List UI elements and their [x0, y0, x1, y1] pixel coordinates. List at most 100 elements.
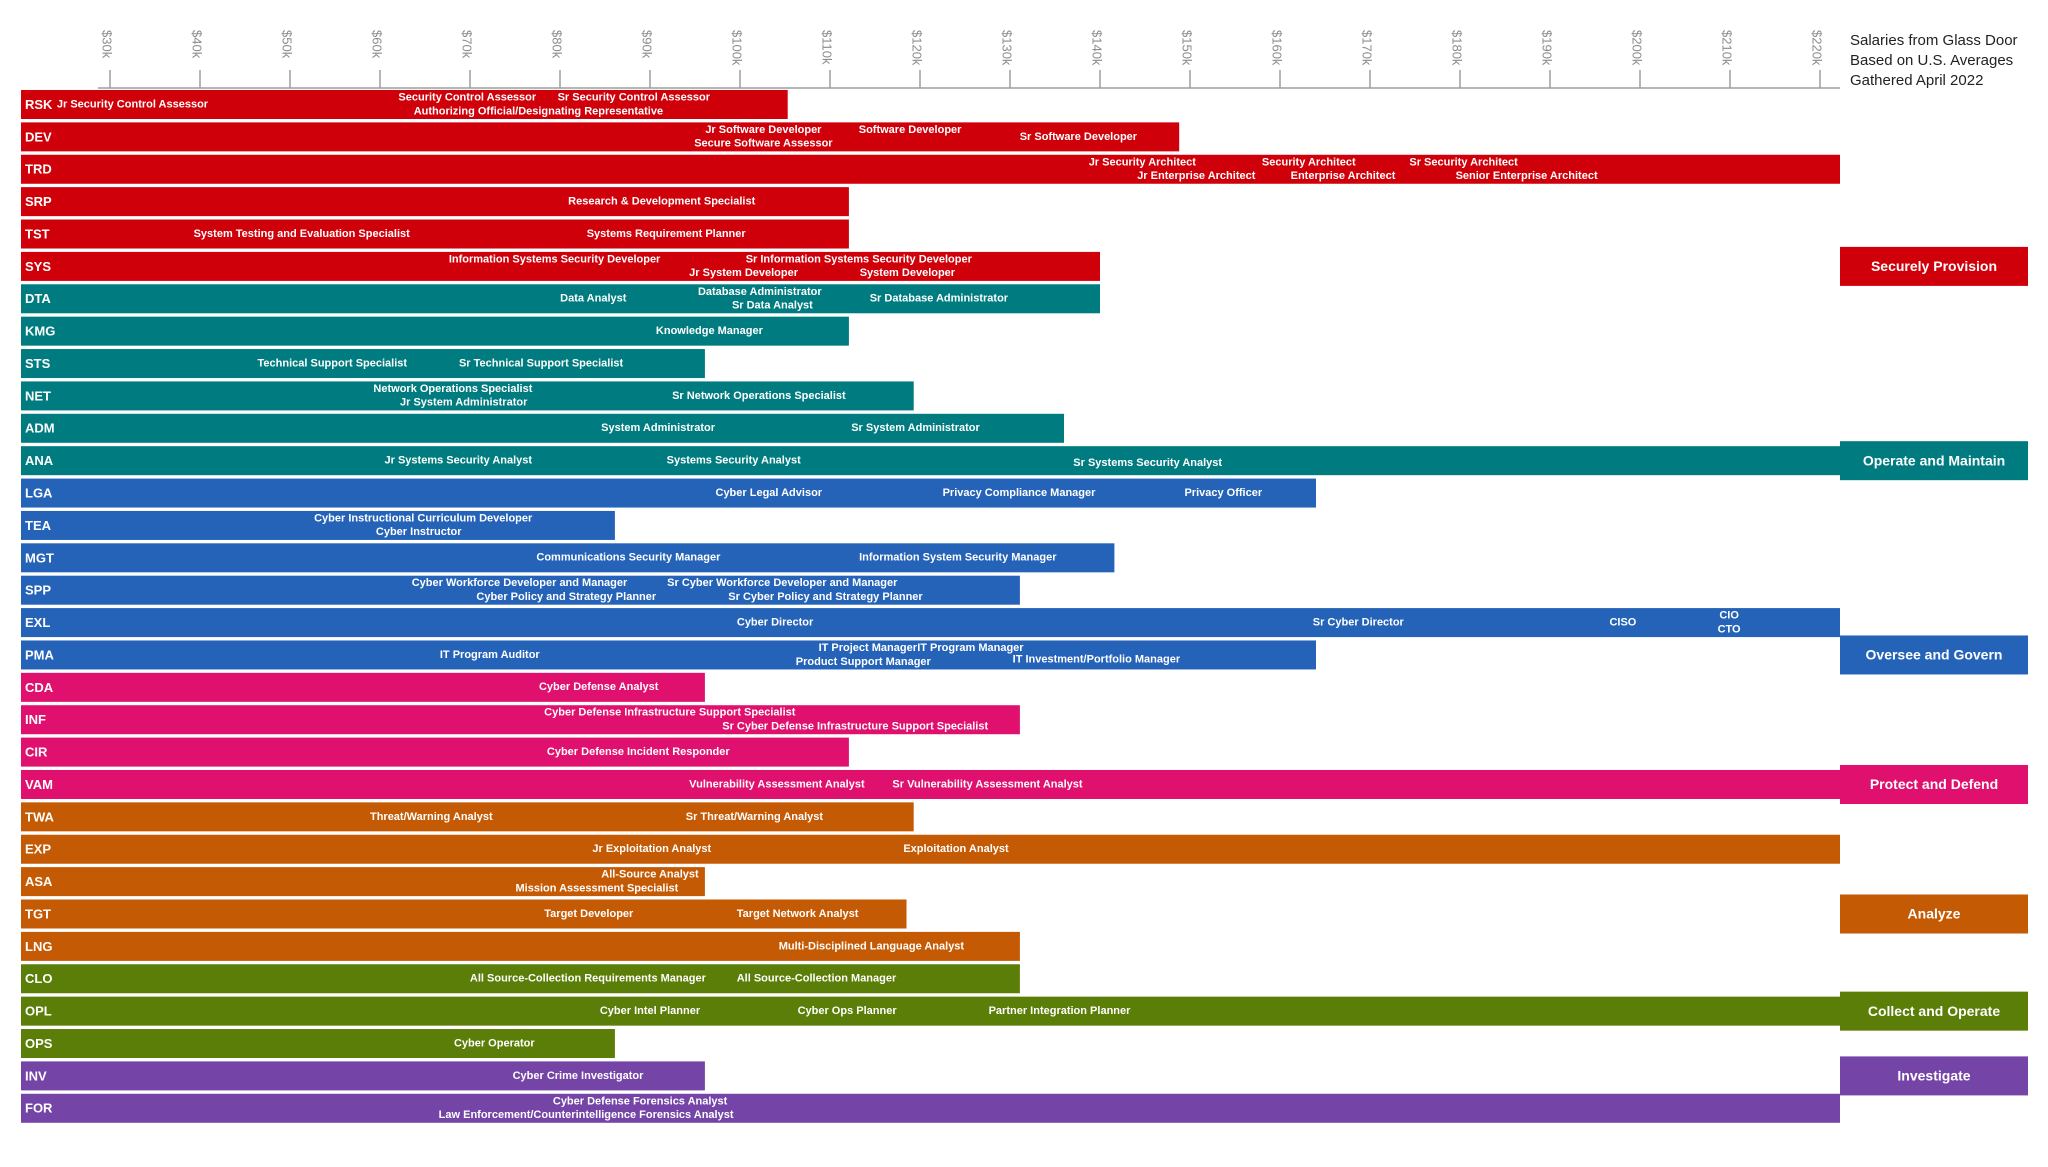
job-title-label: Cyber Defense Infrastructure Support Spe…	[544, 707, 796, 719]
bar	[21, 251, 1100, 281]
job-title-label: Information Systems Security Developer	[449, 253, 661, 265]
job-title-label: CTO	[1718, 623, 1741, 635]
job-title-label: Sr Systems Security Analyst	[1073, 457, 1222, 469]
bar	[21, 834, 1840, 864]
bars-layer: RSK Jr Security Control Assessor Security …	[21, 90, 1840, 1123]
job-title-label: Cyber Defense Analyst	[539, 681, 659, 693]
category-band-label: Investigate	[1897, 1068, 1970, 1084]
job-title-label: Target Network Analyst	[737, 908, 859, 920]
bar	[21, 187, 849, 217]
job-title-label: Jr System Administrator	[400, 397, 528, 409]
bar	[21, 316, 849, 346]
row-dev: DEV Jr Software Developer Software Develop…	[21, 122, 1180, 152]
row-code-label: CIR	[25, 745, 48, 760]
job-title-label: CISO	[1609, 616, 1636, 628]
job-title-label: System Developer	[860, 267, 956, 279]
category-band-box	[1840, 441, 2028, 481]
job-title-label: Sr Vulnerability Assessment Analyst	[892, 778, 1082, 790]
bar	[21, 478, 1316, 508]
job-title-label: Enterprise Architect	[1291, 170, 1396, 182]
row-code-label: NET	[25, 388, 51, 403]
job-title-label: IT Project Manager	[819, 642, 918, 654]
category-band: Securely Provision	[1840, 246, 2028, 286]
row-code-label: CLO	[25, 971, 52, 986]
category-band-label: Protect and Defend	[1870, 776, 1998, 792]
row-code-label: TWA	[25, 809, 54, 824]
row-trd: TRD Jr Security Architect Jr Enterprise Ar…	[21, 154, 1840, 184]
source-note-line-3: Gathered April 2022	[1850, 72, 1984, 89]
row-code-label: INF	[25, 712, 46, 727]
bar	[21, 122, 1180, 152]
bar	[21, 381, 914, 411]
x-axis: $30k $40k $50k $60k $70k $80k $90k $100k $110k $1…	[98, 30, 1840, 89]
row-opl: OPL Cyber Intel Planner Cyber Ops Planner P…	[21, 996, 1840, 1026]
row-code-label: FOR	[25, 1101, 53, 1116]
x-tick-label: $120k	[910, 30, 925, 66]
row-exl: EXL Cyber Director Sr Cyber Director CISO CI…	[21, 608, 1840, 638]
row-tgt: TGT Target Developer Target Network Analys…	[21, 899, 907, 929]
row-code-label: DEV	[25, 129, 52, 144]
category-band-label: Oversee and Govern	[1866, 647, 2003, 663]
row-code-label: SYS	[25, 259, 51, 274]
job-title-label: All Source-Collection Requirements Manag…	[470, 973, 707, 985]
category-band-label: Collect and Operate	[1868, 1003, 2000, 1019]
row-for: FOR Cyber Defense Forensics Analyst Law En…	[21, 1093, 1840, 1123]
x-tick-label: $160k	[1270, 30, 1285, 66]
bar	[21, 413, 1064, 443]
job-title-label: Sr Technical Support Specialist	[459, 357, 624, 369]
job-title-label: Cyber Defense Forensics Analyst	[553, 1095, 728, 1107]
row-sts: STS Technical Support Specialist Sr Techni…	[21, 349, 705, 379]
row-cda: CDA Cyber Defense Analyst	[21, 672, 705, 702]
job-title-label: Jr Enterprise Architect	[1137, 170, 1256, 182]
bar	[21, 867, 705, 897]
row-code-label: TRD	[25, 162, 52, 177]
bar	[21, 964, 1020, 994]
job-title-label: Sr Cyber Workforce Developer and Manager	[667, 577, 898, 589]
row-vam: VAM Vulnerability Assessment Analyst Sr Vu…	[21, 769, 1840, 799]
job-title-label: Jr Security Architect	[1089, 156, 1197, 168]
bar	[21, 1061, 705, 1091]
job-title-label: Sr Cyber Director	[1313, 616, 1405, 628]
job-title-label: Vulnerability Assessment Analyst	[689, 778, 865, 790]
row-code-label: VAM	[25, 777, 53, 792]
job-title-label: Sr Threat/Warning Analyst	[686, 811, 824, 823]
bar	[21, 996, 1840, 1026]
row-dta: DTA Data Analyst Database Administrator Sr …	[21, 284, 1100, 314]
x-tick-label: $110k	[820, 30, 835, 65]
job-title-label: Jr Software Developer	[705, 124, 822, 136]
category-band-box	[1840, 635, 2028, 675]
job-title-label: Cyber Instructional Curriculum Developer	[314, 512, 533, 524]
job-title-label: Knowledge Manager	[656, 325, 764, 337]
job-title-label: All-Source Analyst	[601, 869, 699, 881]
row-adm: ADM System Administrator Sr System Adminis…	[21, 413, 1064, 443]
bar	[21, 219, 849, 249]
row-sys: SYS Information Systems Security Develope…	[21, 251, 1100, 281]
job-title-label: Law Enforcement/Counterintelligence Fore…	[439, 1109, 734, 1121]
job-title-label: Cyber Crime Investigator	[513, 1070, 645, 1082]
x-tick-label: $220k	[1810, 30, 1825, 66]
row-inv: INV Cyber Crime Investigator	[21, 1061, 705, 1091]
job-title-label: Sr Security Control Assessor	[558, 92, 711, 104]
row-tst: TST System Testing and Evaluation Special…	[21, 219, 849, 249]
job-title-label: Sr Cyber Defense Infrastructure Support …	[722, 721, 988, 733]
row-ana: ANA Jr Systems Security Analyst Systems Se…	[21, 446, 1840, 476]
row-cir: CIR Cyber Defense Incident Responder	[21, 737, 849, 767]
job-title-label: Sr Network Operations Specialist	[672, 390, 846, 402]
row-code-label: ASA	[25, 874, 53, 889]
job-title-label: Sr Cyber Policy and Strategy Planner	[728, 591, 923, 603]
job-title-label: Jr Exploitation Analyst	[592, 843, 711, 855]
source-note-line-1: Salaries from Glass Door	[1850, 32, 2018, 49]
row-srp: SRP Research & Development Specialist	[21, 187, 849, 217]
x-tick-label: $210k	[1720, 30, 1735, 66]
job-title-label: Threat/Warning Analyst	[370, 811, 493, 823]
row-clo: CLO All Source-Collection Requirements Ma…	[21, 964, 1020, 994]
job-title-label: Sr Information Systems Security Develope…	[746, 253, 973, 265]
job-title-label: Cyber Policy and Strategy Planner	[476, 591, 656, 603]
job-title-label: Cyber Director	[737, 616, 814, 628]
x-tick-label: $170k	[1360, 30, 1375, 66]
row-kmg: KMG Knowledge Manager	[21, 316, 849, 346]
job-title-label: Research & Development Specialist	[568, 196, 755, 208]
row-code-label: DTA	[25, 291, 51, 306]
